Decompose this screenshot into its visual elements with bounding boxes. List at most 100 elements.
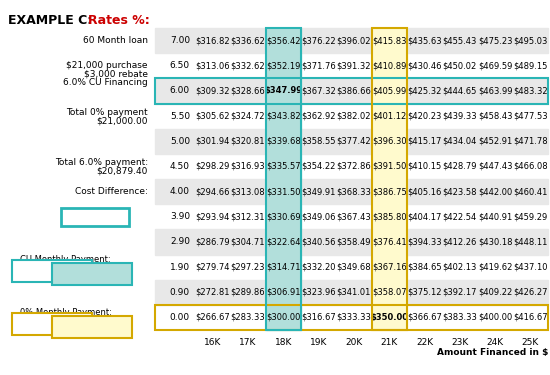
Text: $333.33: $333.33 <box>337 313 371 322</box>
Bar <box>371 129 407 154</box>
Text: $322.64: $322.64 <box>266 237 300 246</box>
Text: $349.06: $349.06 <box>301 212 336 221</box>
Text: $332.20: $332.20 <box>301 262 336 272</box>
Bar <box>371 28 407 53</box>
Text: $376.41: $376.41 <box>372 237 406 246</box>
Text: $466.08: $466.08 <box>513 162 548 171</box>
Bar <box>155 305 548 330</box>
Text: $350.00: $350.00 <box>370 313 408 322</box>
Text: $306.91: $306.91 <box>266 288 300 297</box>
Text: $305.62: $305.62 <box>195 112 230 121</box>
Text: $120.60: $120.60 <box>68 210 122 223</box>
Text: EXAMPLE C:: EXAMPLE C: <box>8 14 92 27</box>
Bar <box>266 154 301 179</box>
Text: $367.16: $367.16 <box>372 262 406 272</box>
Text: $279.74: $279.74 <box>195 262 230 272</box>
Bar <box>155 78 548 104</box>
Bar <box>266 230 301 255</box>
Text: $402.13: $402.13 <box>443 262 477 272</box>
Bar <box>155 129 548 154</box>
Text: $437.10: $437.10 <box>513 262 548 272</box>
Text: 24K: 24K <box>487 338 504 347</box>
Text: $21,000.00: $21,000.00 <box>96 117 148 126</box>
Text: 20K: 20K <box>345 338 362 347</box>
Text: $347.99: $347.99 <box>264 86 303 95</box>
Text: $425.32: $425.32 <box>407 86 442 95</box>
Text: $400.00: $400.00 <box>478 313 512 322</box>
Text: 17K: 17K <box>239 338 257 347</box>
Bar <box>155 78 548 104</box>
Text: $385.80: $385.80 <box>372 212 406 221</box>
Text: $366.67: $366.67 <box>407 313 442 322</box>
Text: $339.68: $339.68 <box>266 137 301 146</box>
Text: 16K: 16K <box>204 338 221 347</box>
Text: $297.23: $297.23 <box>230 262 265 272</box>
Text: 6.0% CU Financing: 6.0% CU Financing <box>63 78 148 87</box>
Text: $448.11: $448.11 <box>513 237 548 246</box>
Text: $442.00: $442.00 <box>478 187 512 196</box>
Text: $419.62: $419.62 <box>478 262 512 272</box>
Text: 0.00: 0.00 <box>170 313 190 322</box>
Text: $362.92: $362.92 <box>301 112 336 121</box>
Text: $376.22: $376.22 <box>301 36 336 45</box>
Bar <box>266 28 301 53</box>
Bar <box>371 78 407 104</box>
Text: $459.29: $459.29 <box>513 212 547 221</box>
Text: $391.32: $391.32 <box>337 61 371 70</box>
Text: $440.91: $440.91 <box>478 212 512 221</box>
Text: $410.15: $410.15 <box>408 162 442 171</box>
Text: $349.68: $349.68 <box>337 262 371 272</box>
Text: $298.29: $298.29 <box>195 162 230 171</box>
Text: $331.50: $331.50 <box>266 187 300 196</box>
Text: $313.06: $313.06 <box>195 61 230 70</box>
Text: $3,000 rebate: $3,000 rebate <box>84 70 148 79</box>
Bar <box>155 280 548 305</box>
Text: $410.89: $410.89 <box>372 61 406 70</box>
Text: $316.93: $316.93 <box>230 162 265 171</box>
Bar <box>12 313 92 335</box>
Text: $430.46: $430.46 <box>407 61 442 70</box>
Text: $324.72: $324.72 <box>230 112 265 121</box>
Text: $289.86: $289.86 <box>230 288 265 297</box>
Text: $394.33: $394.33 <box>407 237 442 246</box>
Bar <box>266 104 301 129</box>
Bar <box>266 53 301 78</box>
Text: $444.65: $444.65 <box>443 86 477 95</box>
Bar <box>266 129 301 154</box>
Text: $367.32: $367.32 <box>301 86 336 95</box>
Text: $458.43: $458.43 <box>478 112 512 121</box>
Text: CU Monthly Payment:: CU Monthly Payment: <box>20 255 111 264</box>
Text: $477.53: $477.53 <box>513 112 548 121</box>
Text: $475.23: $475.23 <box>478 36 512 45</box>
Text: $354.22: $354.22 <box>301 162 336 171</box>
Text: $452.91: $452.91 <box>478 137 512 146</box>
Text: $316.82: $316.82 <box>195 36 230 45</box>
Text: $312.31: $312.31 <box>230 212 265 221</box>
Text: 4.00: 4.00 <box>170 187 190 196</box>
Text: $367.43: $367.43 <box>337 212 371 221</box>
Bar <box>266 204 301 230</box>
Text: $447.43: $447.43 <box>478 162 512 171</box>
Text: 2.90: 2.90 <box>170 237 190 246</box>
Text: $405.99: $405.99 <box>372 86 406 95</box>
Text: $469.59: $469.59 <box>478 61 512 70</box>
Text: $439.33: $439.33 <box>442 112 477 121</box>
Text: $20,879.40: $20,879.40 <box>97 167 148 176</box>
Text: 7.00: 7.00 <box>170 36 190 45</box>
Text: $463.99: $463.99 <box>478 86 512 95</box>
Bar <box>155 179 548 204</box>
Text: 18K: 18K <box>274 338 292 347</box>
Text: $330.69: $330.69 <box>266 212 300 221</box>
Text: $401.12: $401.12 <box>372 112 406 121</box>
Text: $396.02: $396.02 <box>337 36 371 45</box>
Text: $423.58: $423.58 <box>443 187 477 196</box>
Text: 5.50: 5.50 <box>170 112 190 121</box>
Text: $489.15: $489.15 <box>513 61 548 70</box>
Text: $384.65: $384.65 <box>407 262 442 272</box>
Text: $430.18: $430.18 <box>478 237 512 246</box>
Text: $332.62: $332.62 <box>230 61 265 70</box>
Text: 0.90: 0.90 <box>170 288 190 297</box>
Text: $375.12: $375.12 <box>407 288 442 297</box>
Text: $304.71: $304.71 <box>230 237 265 246</box>
Text: $300.00: $300.00 <box>266 313 300 322</box>
